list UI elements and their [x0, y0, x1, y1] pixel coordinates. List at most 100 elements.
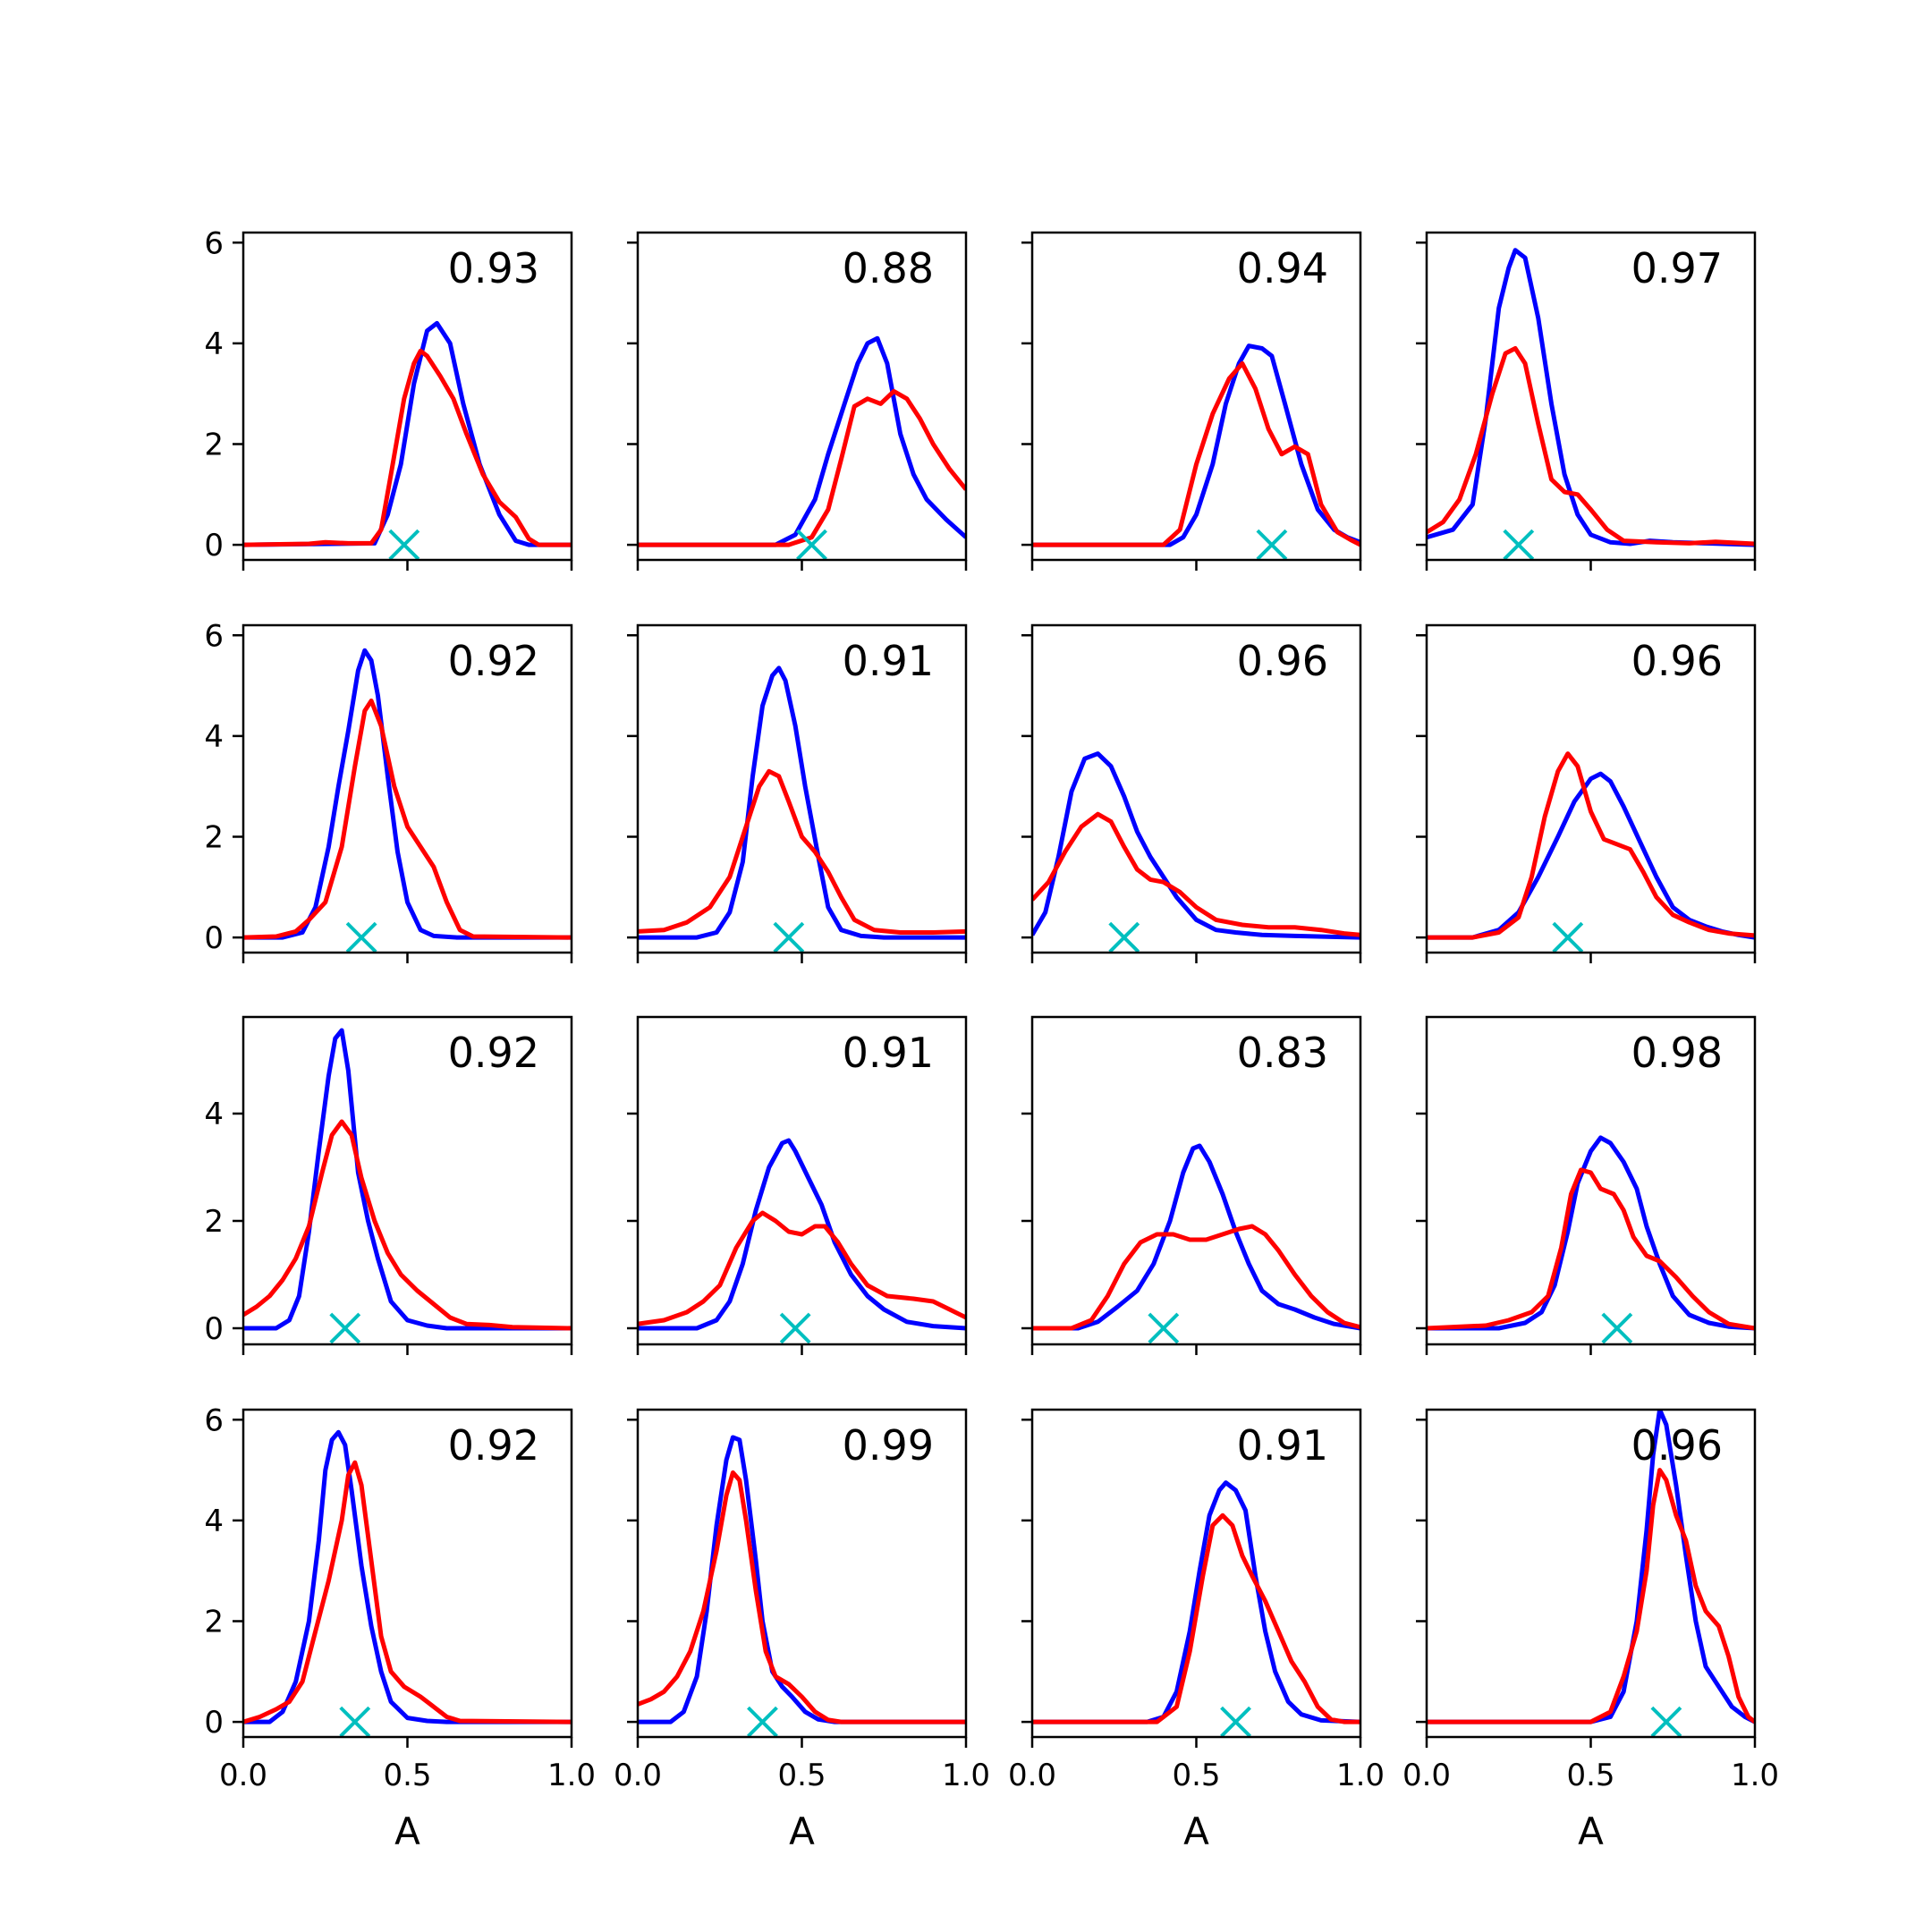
subplot-r1-c1: 0 2 4 6 0.93: [204, 225, 573, 571]
y-tick-label: 0: [204, 1311, 224, 1347]
blue-density-line: [638, 665, 966, 940]
panel-value-label: 0.91: [1237, 1421, 1328, 1470]
true-value-marker: [339, 1706, 371, 1738]
true-value-marker: [1108, 921, 1140, 953]
true-value-marker: [773, 921, 805, 953]
x-tick-label: 1.0: [547, 1758, 596, 1793]
red-density-line: [1427, 751, 1755, 940]
x-axis-label: A: [1578, 1809, 1604, 1853]
panel-value-label: 0.99: [843, 1421, 934, 1470]
x-tick-label: 0.0: [614, 1758, 662, 1793]
y-tick-label: 0: [204, 920, 224, 956]
red-density-line: [1032, 1224, 1360, 1331]
panel-value-label: 0.92: [448, 637, 539, 685]
x-tick-label: 0.0: [1402, 1758, 1451, 1793]
y-tick-label: 2: [204, 427, 224, 462]
y-tick-label: 4: [204, 719, 224, 755]
blue-density-line: [638, 1138, 966, 1331]
true-value-marker: [1650, 1706, 1682, 1738]
subplot-r3-c2: 0.91: [627, 1015, 968, 1355]
blue-density-line: [1032, 1480, 1360, 1724]
blue-density-line: [1032, 343, 1360, 547]
red-density-line: [243, 699, 572, 940]
red-density-line: [1032, 811, 1360, 937]
true-value-marker: [1220, 1706, 1251, 1738]
panel-value-label: 0.92: [448, 1029, 539, 1077]
x-tick-label: 1.0: [1731, 1758, 1779, 1793]
blue-density-line: [1427, 1410, 1755, 1724]
subplot-r2-c4: 0.96: [1416, 623, 1757, 963]
blue-density-line: [243, 1028, 572, 1331]
y-tick-label: 4: [204, 1504, 224, 1539]
subplot-r1-c2: 0.88: [627, 231, 968, 571]
panel-value-label: 0.83: [1237, 1029, 1328, 1077]
panel-value-label: 0.88: [843, 244, 934, 292]
y-tick-label: 6: [204, 225, 224, 261]
panel-value-label: 0.98: [1631, 1029, 1723, 1077]
red-density-line: [1427, 1167, 1755, 1331]
y-tick-label: 4: [204, 1097, 224, 1132]
x-tick-label: 0.5: [1172, 1758, 1220, 1793]
x-tick-label: 0.5: [777, 1758, 826, 1793]
true-value-marker: [1148, 1312, 1180, 1344]
subplot-r2-c3: 0.96: [1021, 623, 1362, 963]
subplot-r1-c3: 0.94: [1021, 231, 1362, 571]
x-tick-label: 1.0: [942, 1758, 990, 1793]
x-tick-label: 0.0: [1008, 1758, 1056, 1793]
red-density-line: [638, 388, 966, 547]
red-density-line: [1032, 1513, 1360, 1724]
subplot-r2-c1: 0 2 4 6 0.92: [204, 618, 573, 963]
x-axis-label: A: [394, 1809, 420, 1853]
panel-value-label: 0.91: [843, 637, 934, 685]
true-value-marker: [329, 1312, 361, 1344]
true-value-marker: [796, 529, 827, 561]
x-axis-label: A: [1183, 1809, 1209, 1853]
blue-density-line: [1427, 1135, 1755, 1331]
red-density-line: [243, 348, 572, 547]
red-density-line: [638, 768, 966, 935]
subplot-r3-c1: 0 2 4 0.92: [204, 1015, 573, 1355]
blue-density-line: [638, 335, 966, 547]
panel-value-label: 0.96: [1237, 637, 1328, 685]
blue-density-line: [243, 1429, 572, 1724]
y-tick-label: 2: [204, 1204, 224, 1240]
true-value-marker: [1503, 529, 1535, 561]
red-density-line: [1427, 346, 1755, 547]
panel-value-label: 0.96: [1631, 1421, 1723, 1470]
red-density-line: [638, 1210, 966, 1326]
subplot-r4-c1: 0.0 0.5 1.0 0 2 4 6 A 0.92: [204, 1402, 596, 1853]
red-density-line: [243, 1119, 572, 1331]
true-value-marker: [1601, 1312, 1633, 1344]
x-tick-label: 0.0: [219, 1758, 267, 1793]
red-density-line: [638, 1470, 966, 1724]
blue-density-line: [243, 320, 572, 547]
y-tick-label: 6: [204, 618, 224, 654]
subplot-r3-c4: 0.98: [1416, 1015, 1757, 1355]
subplot-r2-c2: 0.91: [627, 623, 968, 963]
y-tick-label: 0: [204, 1705, 224, 1741]
red-density-line: [1427, 1468, 1755, 1724]
true-value-marker: [345, 921, 377, 953]
subplot-r1-c4: 0.97: [1416, 231, 1757, 571]
subplot-r3-c3: 0.83: [1021, 1015, 1362, 1355]
blue-density-line: [638, 1435, 966, 1724]
x-tick-label: 0.5: [1566, 1758, 1614, 1793]
blue-density-line: [1032, 1143, 1360, 1331]
true-value-marker: [1552, 921, 1584, 953]
y-tick-label: 2: [204, 819, 224, 855]
y-tick-label: 0: [204, 528, 224, 564]
x-axis-label: A: [789, 1809, 815, 1853]
panel-value-label: 0.96: [1631, 637, 1723, 685]
panel-value-label: 0.91: [843, 1029, 934, 1077]
x-tick-label: 1.0: [1336, 1758, 1385, 1793]
x-tick-label: 0.5: [383, 1758, 431, 1793]
blue-density-line: [1427, 771, 1755, 940]
panel-value-label: 0.94: [1237, 244, 1328, 292]
true-value-marker: [1256, 529, 1288, 561]
panel-value-label: 0.97: [1631, 244, 1723, 292]
y-tick-label: 2: [204, 1604, 224, 1640]
true-value-marker: [747, 1706, 778, 1738]
true-value-marker: [388, 529, 420, 561]
red-density-line: [1032, 360, 1360, 547]
blue-density-line: [1032, 751, 1360, 940]
